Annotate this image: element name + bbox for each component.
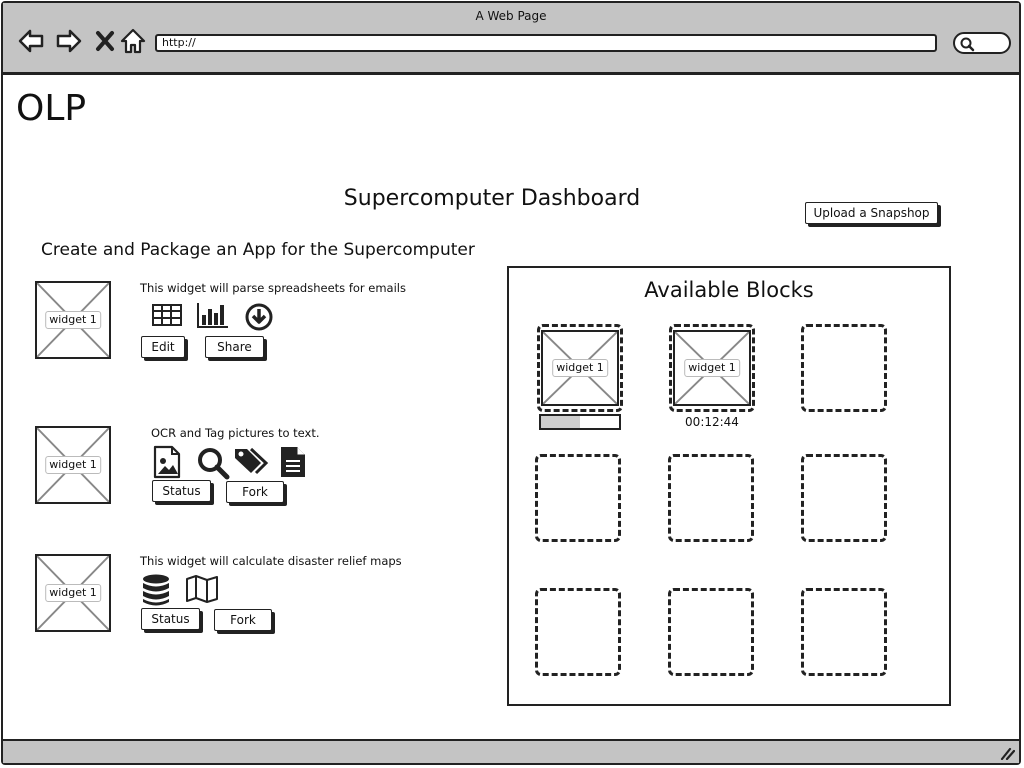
bar-chart-icon[interactable] [196, 301, 230, 329]
empty-block-slot[interactable] [668, 454, 754, 542]
back-arrow-icon[interactable] [17, 27, 45, 55]
tags-icon[interactable] [233, 446, 269, 476]
empty-block-slot[interactable] [535, 588, 621, 676]
status-button[interactable]: Status [141, 608, 200, 630]
block-slot[interactable]: widget 1 [537, 324, 623, 412]
search-icon [960, 37, 975, 52]
block-progress-bar [539, 414, 621, 430]
search-field[interactable] [953, 32, 1011, 54]
status-bar [3, 739, 1019, 763]
block-widget-image: widget 1 [673, 330, 751, 406]
document-icon[interactable] [279, 445, 307, 479]
edit-button[interactable]: Edit [141, 336, 185, 358]
widget-placeholder-label: widget 1 [45, 584, 101, 602]
home-icon[interactable] [119, 27, 147, 55]
block-widget-label: widget 1 [684, 359, 740, 377]
empty-block-slot[interactable] [668, 588, 754, 676]
empty-block-slot[interactable] [801, 588, 887, 676]
block-timer: 00:12:44 [685, 415, 739, 429]
forward-arrow-icon[interactable] [55, 27, 83, 55]
url-bar[interactable]: http:// [155, 34, 937, 52]
close-x-icon[interactable] [92, 27, 120, 55]
fork-button[interactable]: Fork [214, 609, 272, 631]
upload-snapshot-button[interactable]: Upload a Snapshop [805, 202, 938, 224]
widget-placeholder-image: widget 1 [35, 281, 111, 359]
logo: OLP [16, 88, 87, 129]
image-file-icon[interactable] [152, 445, 182, 479]
download-icon[interactable] [244, 302, 274, 332]
block-slot[interactable]: widget 1 [669, 324, 755, 412]
empty-block-slot[interactable] [535, 454, 621, 542]
map-icon[interactable] [185, 574, 219, 604]
window-title: A Web Page [475, 9, 547, 23]
widget-description: OCR and Tag pictures to text. [151, 426, 320, 440]
widget-placeholder-image: widget 1 [35, 554, 111, 632]
table-icon[interactable] [151, 303, 183, 327]
dashboard-title: Supercomputer Dashboard [343, 186, 641, 211]
widget-placeholder-image: widget 1 [35, 426, 111, 504]
empty-block-slot[interactable] [801, 324, 887, 412]
block-progress-fill [541, 416, 580, 428]
fork-button[interactable]: Fork [226, 481, 284, 503]
block-widget-label: widget 1 [552, 359, 608, 377]
resize-grip-icon[interactable] [999, 746, 1015, 760]
available-blocks-title: Available Blocks [644, 278, 814, 302]
widget-placeholder-label: widget 1 [45, 456, 101, 474]
search-icon[interactable] [196, 446, 230, 480]
share-button[interactable]: Share [205, 336, 264, 358]
browser-chrome: A Web Page http:// [3, 3, 1019, 75]
block-widget-image: widget 1 [541, 330, 619, 406]
empty-block-slot[interactable] [801, 454, 887, 542]
section-title: Create and Package an App for the Superc… [41, 240, 475, 260]
widget-placeholder-label: widget 1 [45, 311, 101, 329]
widget-description: This widget will parse spreadsheets for … [140, 281, 406, 295]
status-button[interactable]: Status [152, 480, 211, 502]
widget-description: This widget will calculate disaster reli… [140, 554, 402, 568]
database-icon[interactable] [141, 573, 171, 607]
